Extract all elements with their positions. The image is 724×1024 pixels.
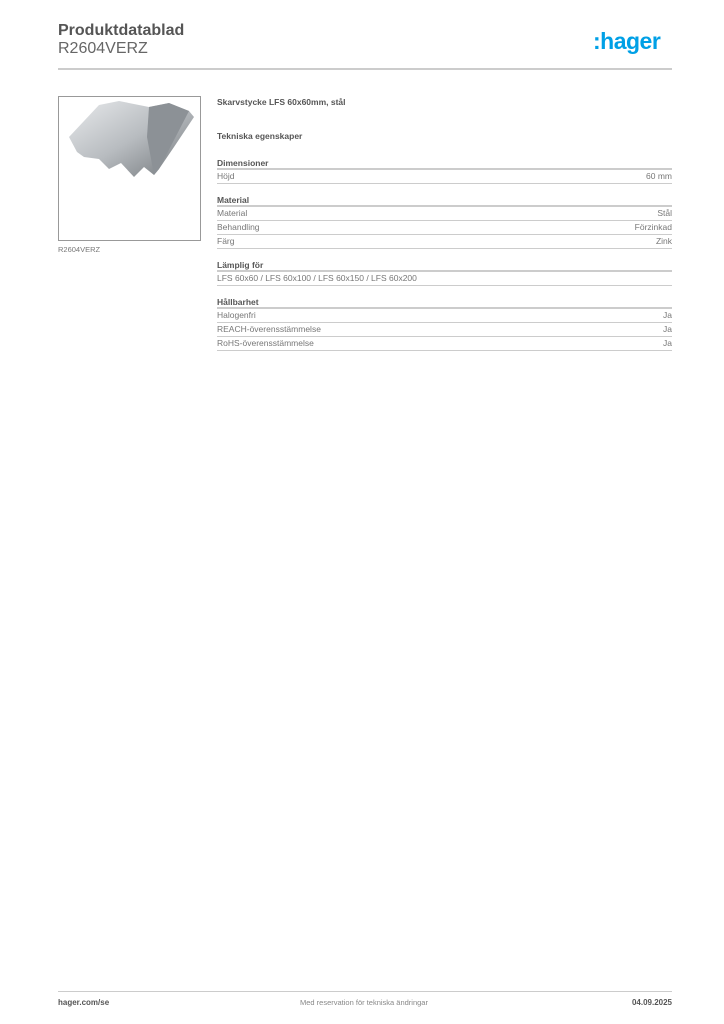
spec-row: LFS 60x60 / LFS 60x100 / LFS 60x150 / LF… xyxy=(217,272,672,286)
section-heading: Dimensioner xyxy=(217,158,672,170)
product-code: R2604VERZ xyxy=(58,40,148,57)
footer-divider xyxy=(58,991,672,992)
spec-label: LFS 60x60 / LFS 60x100 / LFS 60x150 / LF… xyxy=(217,273,417,283)
spec-row: RoHS-överensstämmelse Ja xyxy=(217,337,672,351)
spec-section: Dimensioner Höjd 60 mm xyxy=(217,158,672,184)
spec-section: Hållbarhet Halogenfri Ja REACH-överensstämm… xyxy=(217,297,672,351)
page-title: Produktdatablad xyxy=(58,22,185,39)
spec-value: Förzinkad xyxy=(634,222,672,232)
footer-date: 04.09.2025 xyxy=(631,998,672,1007)
header-divider xyxy=(58,68,672,70)
footer-disclaimer: Med reservation för tekniska ändringar xyxy=(300,998,428,1007)
spec-label: REACH-överensstämmelse xyxy=(217,324,321,334)
section-heading: Material xyxy=(217,195,672,207)
spec-section: Material Material Stål Behandling Förzinkad F… xyxy=(217,195,672,249)
product-name: Skarvstycke LFS 60x60mm, stål xyxy=(217,97,346,107)
spec-row: Färg Zink xyxy=(217,235,672,249)
spec-value: Zink xyxy=(655,236,672,246)
spec-value: Ja xyxy=(663,310,672,320)
section-heading: Lämplig för xyxy=(217,260,672,272)
spec-label: Färg xyxy=(217,236,235,246)
spec-value: Ja xyxy=(663,338,672,348)
spec-label: Material xyxy=(217,208,248,218)
product-details: Skarvstycke LFS 60x60mm, stål Tekniska e… xyxy=(217,97,672,362)
spec-section: Lämplig för LFS 60x60 / LFS 60x100 / LFS … xyxy=(217,260,672,286)
spec-label: Behandling xyxy=(217,222,260,232)
section-heading: Hållbarhet xyxy=(217,297,672,309)
spec-row: REACH-överensstämmelse Ja xyxy=(217,323,672,337)
spec-row: Höjd 60 mm xyxy=(217,170,672,184)
image-caption: R2604VERZ xyxy=(58,245,101,254)
spec-row: Material Stål xyxy=(217,207,672,221)
spec-row: Halogenfri Ja xyxy=(217,309,672,323)
spec-row: Behandling Förzinkad xyxy=(217,221,672,235)
spec-label: RoHS-överensstämmelse xyxy=(217,338,314,348)
spec-label: Höjd xyxy=(217,171,235,181)
spec-value: Ja xyxy=(663,324,672,334)
product-image xyxy=(58,96,201,241)
technical-properties-heading: Tekniska egenskaper xyxy=(217,131,303,141)
footer-website: hager.com/se xyxy=(58,998,110,1007)
hager-logo: :hager xyxy=(593,28,661,54)
spec-value: 60 mm xyxy=(646,171,672,181)
spec-label: Halogenfri xyxy=(217,310,256,320)
spec-value: Stål xyxy=(657,208,672,218)
